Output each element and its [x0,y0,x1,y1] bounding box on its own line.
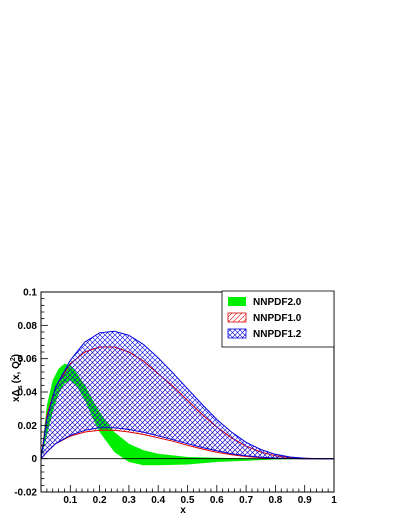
y-tick-label: 0 [31,454,37,465]
legend-swatch-nnpdf10 [227,312,247,323]
x-tick-label: 0.7 [239,495,253,506]
y-axis-label-sub: s [17,385,24,389]
legend: NNPDF2.0 NNPDF1.0 NNPDF1.2 [221,290,335,348]
y-axis-label-sub0: 0 [18,357,25,361]
y-tick-label: 0.08 [18,321,38,332]
x-tick-label: 1 [331,495,337,506]
y-axis-label: xΔs (x, Q20) [10,354,25,402]
y-tick-label: 0.1 [23,288,37,299]
legend-label-nnpdf10: NNPDF1.0 [253,313,302,324]
x-axis-label: x [180,505,186,516]
band-lower-edge-nnpdf12 [41,427,334,460]
y-axis-label-args: (x, Q [11,361,22,383]
x-tick-label: 0.3 [122,495,136,506]
x-tick-label: 0.1 [63,495,77,506]
x-tick-label: 0.5 [181,495,195,506]
y-tick-label: 0.02 [18,421,38,432]
legend-label-nnpdf20: NNPDF2.0 [253,297,302,308]
band-nnpdf20 [41,363,334,466]
x-tick-label: 0.9 [298,495,312,506]
legend-label-nnpdf12: NNPDF1.2 [253,329,302,340]
series-bands [41,330,334,466]
legend-swatch-nnpdf12 [227,328,247,339]
x-tick-label: 0.8 [268,495,282,506]
x-tick-label: 0.2 [93,495,107,506]
axes: 0.1 0.2 0.3 0.4 0.5 0.6 0.7 0.8 0.9 1 -0.02 0 0.02 0.… [14,288,337,507]
y-axis-label-sup: 2 [10,357,17,361]
x-tick-label: 0.6 [210,495,224,506]
legend-swatch-nnpdf20 [228,297,246,306]
x-tick-label: 0.4 [151,495,165,506]
y-axis-label-close: ) [11,354,22,357]
y-tick-label: 0.06 [18,354,38,365]
y-axis-label-main: x [11,396,22,402]
band-nnpdf12 [41,331,334,459]
band-upper-edge-nnpdf12 [41,330,334,460]
y-tick-label: -0.02 [14,488,37,499]
y-axis-label-delta: Δ [11,389,22,396]
y-tick-label: 0.04 [18,388,38,399]
